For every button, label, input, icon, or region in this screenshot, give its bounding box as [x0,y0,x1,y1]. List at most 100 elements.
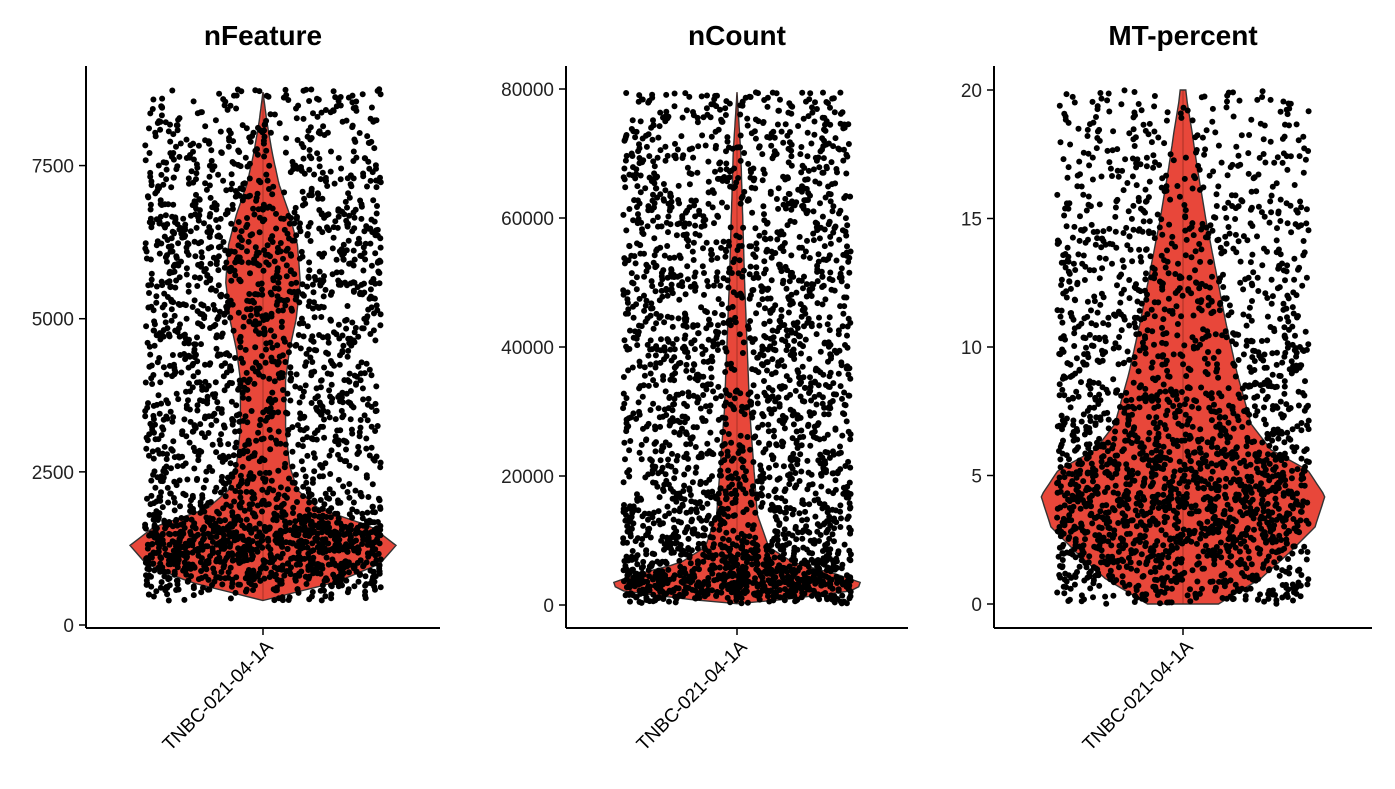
data-point-ncount [687,560,694,567]
data-point-nfeature [281,492,288,499]
data-point-ncount [766,318,773,325]
data-point-ncount [694,169,701,176]
points-layer-nfeature [142,86,384,604]
data-point-ncount [797,434,804,441]
data-point-nfeature [154,512,161,519]
data-point-nfeature [368,423,375,430]
data-point-nfeature [282,149,289,156]
data-point-ncount [817,148,824,155]
data-point-nfeature [326,528,333,535]
data-point-nfeature [346,340,353,346]
data-point-nfeature [369,169,376,176]
data-point-nfeature [162,551,169,558]
data-point-nfeature [308,155,315,162]
data-point-ncount [825,190,832,197]
data-point-ncount [805,197,811,203]
data-point-ncount [724,204,730,211]
data-point-ncount [623,132,630,138]
data-point-nfeature [148,276,155,283]
data-point-ncount [755,553,762,560]
data-point-nfeature [275,371,282,378]
data-point-nfeature [339,399,346,406]
data-point-nfeature [305,486,312,493]
data-point-nfeature [306,267,313,274]
data-point-nfeature [210,565,217,572]
data-point-nfeature [143,248,150,255]
data-point-ncount [675,593,682,599]
data-point-nfeature [232,589,239,596]
data-point-ncount [751,128,758,135]
data-point-nfeature [277,248,284,255]
data-point-nfeature [289,448,296,455]
data-point-ncount [837,89,844,96]
data-point-ncount [718,551,725,558]
data-point-ncount [714,212,721,219]
data-point-nfeature [348,402,355,409]
data-point-ncount [820,89,826,96]
data-point-nfeature [350,247,357,254]
data-point-ncount [658,273,665,280]
data-point-nfeature [157,584,164,591]
data-point-nfeature [359,325,366,332]
data-point-ncount [821,435,828,442]
data-point-nfeature [357,291,363,298]
data-point-nfeature [148,492,155,499]
data-point-ncount [761,235,768,242]
data-point-ncount [627,327,633,334]
data-point-ncount [740,267,747,274]
data-point-nfeature [150,416,157,423]
data-point-nfeature [163,371,170,378]
data-point-nfeature [297,410,304,417]
data-point-ncount [702,216,709,223]
data-point-nfeature [253,546,260,553]
data-point-nfeature [142,142,149,149]
data-point-ncount [620,535,627,542]
data-point-nfeature [254,146,260,153]
data-point-ncount [639,570,646,577]
data-point-ncount [629,279,636,286]
data-point-ncount [806,96,813,103]
data-point-nfeature [287,364,294,371]
data-point-nfeature [162,521,169,528]
data-point-nfeature [261,559,268,566]
data-point-ncount [762,305,768,312]
data-point-ncount [704,500,711,507]
data-point-nfeature [377,244,384,251]
data-point-nfeature [372,408,379,415]
data-point-ncount [764,286,771,293]
data-point-nfeature [304,323,311,330]
data-point-nfeature [259,508,265,515]
data-point-nfeature [182,460,189,467]
data-point-nfeature [306,259,313,266]
data-point-ncount [769,89,776,96]
data-point-nfeature [261,153,268,160]
data-point-nfeature [191,341,198,348]
data-point-nfeature [311,314,318,321]
data-point-ncount [767,295,774,302]
data-point-ncount [813,401,820,408]
data-point-nfeature [291,237,298,244]
data-point-nfeature [236,149,243,155]
data-point-ncount [707,429,714,436]
data-point-ncount [742,564,749,571]
data-point-ncount [701,270,707,276]
data-point-ncount [738,600,745,607]
data-point-nfeature [318,411,325,418]
data-point-nfeature [237,480,244,487]
data-point-nfeature [305,303,312,309]
data-point-nfeature [246,505,253,512]
data-point-nfeature [351,372,358,379]
data-point-ncount [802,561,809,567]
data-point-nfeature [343,316,350,323]
data-point-nfeature [236,385,243,392]
data-point-ncount [725,474,732,481]
data-point-nfeature [292,296,299,303]
data-point-nfeature [171,268,178,275]
data-point-nfeature [342,198,349,205]
data-point-nfeature [170,495,177,501]
data-point-nfeature [240,181,247,187]
data-point-nfeature [308,566,315,572]
data-point-ncount [686,146,693,153]
data-point-ncount [814,278,821,285]
